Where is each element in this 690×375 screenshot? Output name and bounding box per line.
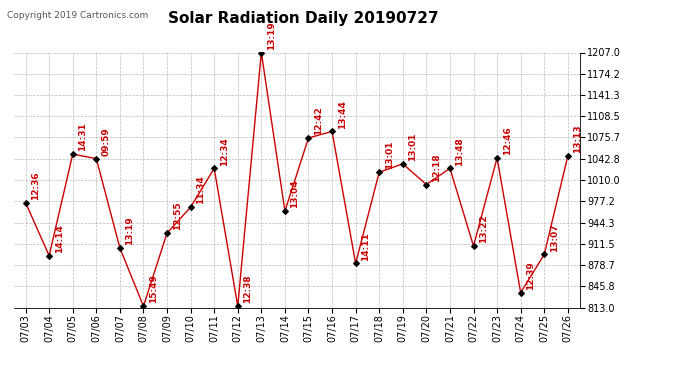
Text: Copyright 2019 Cartronics.com: Copyright 2019 Cartronics.com bbox=[7, 11, 148, 20]
Point bbox=[91, 156, 102, 162]
Point bbox=[233, 303, 244, 309]
Text: Solar Radiation Daily 20190727: Solar Radiation Daily 20190727 bbox=[168, 11, 439, 26]
Text: 09:59: 09:59 bbox=[102, 127, 111, 156]
Point bbox=[20, 200, 31, 206]
Text: 12:36: 12:36 bbox=[31, 171, 40, 200]
Point bbox=[326, 129, 337, 135]
Text: 13:04: 13:04 bbox=[290, 180, 299, 208]
Point bbox=[67, 151, 78, 157]
Text: 13:19: 13:19 bbox=[267, 21, 276, 50]
Point bbox=[185, 204, 196, 210]
Text: 12:39: 12:39 bbox=[526, 261, 535, 290]
Point bbox=[421, 182, 432, 188]
Point bbox=[208, 165, 219, 171]
Text: 12:34: 12:34 bbox=[219, 137, 229, 166]
Point bbox=[491, 155, 502, 161]
Point bbox=[161, 230, 172, 236]
Text: 14:31: 14:31 bbox=[78, 123, 88, 152]
Point bbox=[256, 50, 267, 55]
Point bbox=[279, 208, 290, 214]
Point bbox=[43, 253, 55, 259]
Point bbox=[562, 153, 573, 159]
Text: 13:01: 13:01 bbox=[385, 141, 394, 170]
Point bbox=[350, 261, 361, 267]
Text: 12:42: 12:42 bbox=[314, 106, 323, 135]
Text: 14:14: 14:14 bbox=[55, 224, 63, 253]
Point bbox=[397, 161, 408, 167]
Text: 13:44: 13:44 bbox=[337, 100, 346, 129]
Text: 13:01: 13:01 bbox=[408, 132, 417, 161]
Text: 12:18: 12:18 bbox=[432, 153, 441, 182]
Text: 11:34: 11:34 bbox=[196, 176, 205, 204]
Point bbox=[468, 243, 479, 249]
Point bbox=[515, 290, 526, 296]
Text: 12:55: 12:55 bbox=[172, 202, 181, 230]
Text: 12:46: 12:46 bbox=[502, 126, 512, 155]
Text: 12:38: 12:38 bbox=[244, 275, 253, 303]
Text: 13:22: 13:22 bbox=[479, 214, 488, 243]
Text: 13:07: 13:07 bbox=[550, 223, 559, 252]
Point bbox=[374, 169, 385, 175]
Point bbox=[115, 245, 126, 251]
Point bbox=[303, 135, 314, 141]
Text: 13:13: 13:13 bbox=[573, 124, 582, 153]
Text: 15:49: 15:49 bbox=[149, 274, 158, 303]
Point bbox=[539, 251, 550, 257]
Text: 13:48: 13:48 bbox=[455, 137, 464, 166]
Text: Radiation  (W/m2): Radiation (W/m2) bbox=[537, 28, 636, 38]
Text: 13:19: 13:19 bbox=[126, 216, 135, 245]
Point bbox=[138, 303, 149, 309]
Text: 14:11: 14:11 bbox=[361, 232, 371, 261]
Point bbox=[444, 165, 455, 171]
